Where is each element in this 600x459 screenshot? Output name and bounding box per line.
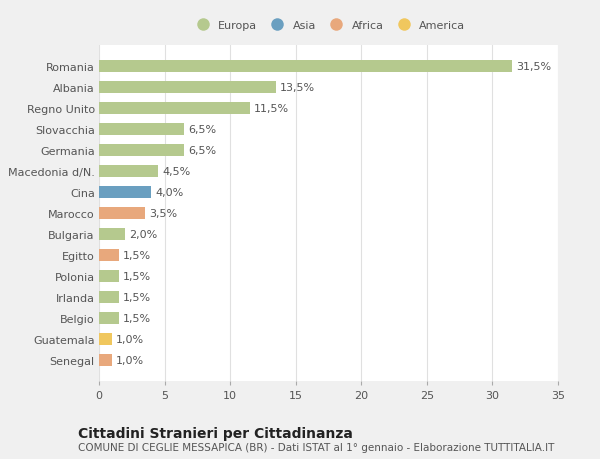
- Bar: [99, 207, 145, 219]
- Bar: [99, 82, 276, 94]
- Text: 1,0%: 1,0%: [116, 334, 144, 344]
- Text: 1,0%: 1,0%: [116, 355, 144, 365]
- Bar: [99, 124, 184, 135]
- Text: Cittadini Stranieri per Cittadinanza: Cittadini Stranieri per Cittadinanza: [78, 426, 353, 440]
- Bar: [99, 291, 119, 303]
- Text: 6,5%: 6,5%: [188, 146, 217, 156]
- Bar: [99, 313, 119, 324]
- Text: 1,5%: 1,5%: [122, 271, 151, 281]
- Bar: [99, 333, 112, 345]
- Legend: Europa, Asia, Africa, America: Europa, Asia, Africa, America: [191, 21, 466, 31]
- Bar: [99, 354, 112, 366]
- Bar: [99, 187, 151, 198]
- Text: 4,5%: 4,5%: [162, 167, 190, 177]
- Bar: [99, 166, 158, 177]
- Text: 13,5%: 13,5%: [280, 83, 315, 93]
- Text: 31,5%: 31,5%: [516, 62, 551, 72]
- Bar: [99, 229, 125, 240]
- Text: 4,0%: 4,0%: [155, 188, 184, 197]
- Text: COMUNE DI CEGLIE MESSAPICA (BR) - Dati ISTAT al 1° gennaio - Elaborazione TUTTIT: COMUNE DI CEGLIE MESSAPICA (BR) - Dati I…: [78, 442, 554, 452]
- Bar: [99, 61, 512, 73]
- Bar: [99, 145, 184, 157]
- Text: 11,5%: 11,5%: [254, 104, 289, 114]
- Text: 1,5%: 1,5%: [122, 292, 151, 302]
- Bar: [99, 270, 119, 282]
- Text: 1,5%: 1,5%: [122, 250, 151, 260]
- Text: 1,5%: 1,5%: [122, 313, 151, 323]
- Text: 2,0%: 2,0%: [129, 230, 157, 239]
- Text: 6,5%: 6,5%: [188, 125, 217, 134]
- Text: 3,5%: 3,5%: [149, 208, 177, 218]
- Bar: [99, 103, 250, 114]
- Bar: [99, 250, 119, 261]
